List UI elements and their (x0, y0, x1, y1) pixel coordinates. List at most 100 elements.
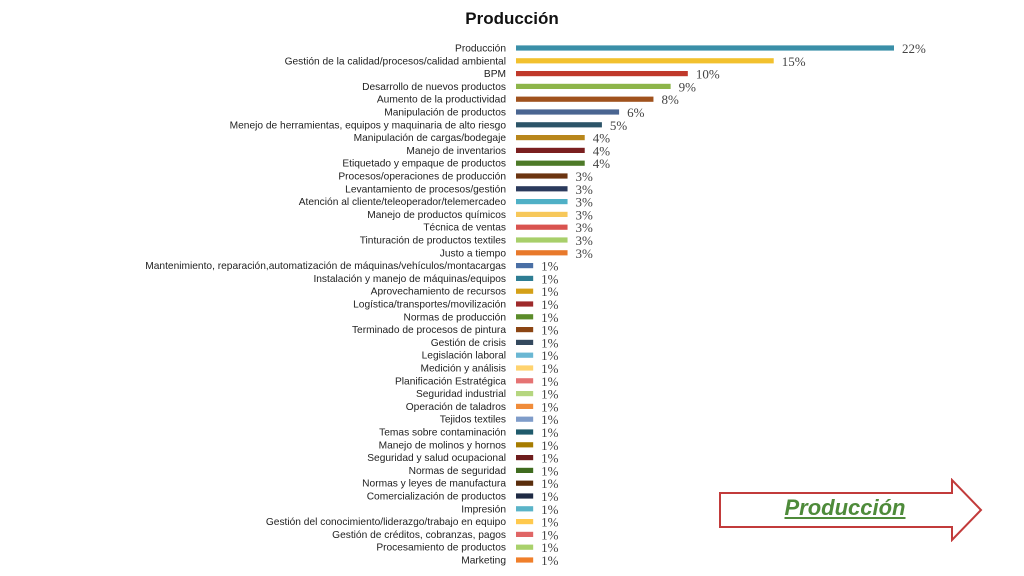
category-label: Procesamiento de productos (376, 543, 506, 554)
category-label: Seguridad y salud ocupacional (367, 453, 506, 464)
data-label: 1% (541, 515, 559, 530)
data-label: 1% (541, 451, 559, 466)
category-label: Desarrollo de nuevos productos (362, 82, 506, 93)
data-label: 1% (541, 348, 559, 363)
category-label: Impresión (461, 504, 506, 515)
category-label: Manipulación de cargas/bodegaje (354, 133, 507, 144)
data-label: 3% (576, 207, 594, 222)
category-label: Legislación laboral (422, 351, 506, 362)
category-label: Mantenimiento, reparación,automatización… (145, 261, 506, 272)
data-label: 1% (541, 297, 559, 312)
data-label: 1% (541, 374, 559, 389)
data-label: 1% (541, 527, 559, 542)
data-label: 3% (576, 195, 594, 210)
bar (516, 237, 568, 243)
bar (516, 288, 534, 294)
category-label: Menejo de herramientas, equipos y maquin… (230, 120, 507, 131)
bar (516, 429, 534, 435)
bar (516, 416, 534, 422)
bar (516, 403, 534, 409)
bar (516, 339, 534, 345)
category-label: Tinturación de productos textiles (360, 236, 506, 247)
bar (516, 506, 534, 512)
category-label: Manejo de inventarios (406, 146, 506, 157)
data-label: 9% (679, 79, 697, 94)
data-label: 1% (541, 438, 559, 453)
nav-arrow-shape[interactable] (718, 478, 984, 542)
chart-title: Producción (465, 9, 559, 28)
data-label: 5% (610, 118, 628, 133)
bar (516, 160, 585, 166)
bar (516, 314, 534, 320)
data-label: 1% (541, 553, 559, 568)
data-label: 4% (593, 156, 611, 171)
category-label: Gestión de crisis (431, 338, 506, 349)
bar (516, 557, 534, 563)
category-label: Gestión de la calidad/procesos/calidad a… (285, 56, 506, 67)
data-label: 1% (541, 425, 559, 440)
data-label: 3% (576, 246, 594, 261)
category-label: Producción (455, 44, 506, 55)
category-label: Temas sobre contaminación (379, 428, 506, 439)
data-label: 1% (541, 412, 559, 427)
bar (516, 96, 654, 102)
category-label: Manipulación de productos (384, 108, 506, 119)
data-label: 1% (541, 335, 559, 350)
data-label: 8% (661, 92, 679, 107)
data-label: 3% (576, 220, 594, 235)
data-label: 1% (541, 259, 559, 274)
category-label: Etiquetado y empaque de productos (342, 159, 506, 170)
category-label: Atención al cliente/teleoperador/telemer… (299, 197, 507, 208)
data-label: 1% (541, 502, 559, 517)
bar (516, 301, 534, 307)
data-label: 1% (541, 361, 559, 376)
data-label: 4% (593, 143, 611, 158)
category-label: Normas de producción (404, 312, 507, 323)
data-label: 6% (627, 105, 645, 120)
bar (516, 45, 894, 51)
category-label: Levantamiento de procesos/gestión (345, 184, 506, 195)
category-label: Normas de seguridad (409, 466, 507, 477)
bar (516, 275, 534, 281)
category-label: Técnica de ventas (423, 223, 506, 234)
bar (516, 327, 534, 333)
bar (516, 493, 534, 499)
data-label: 1% (541, 476, 559, 491)
bar (516, 467, 534, 473)
category-label: Terminado de procesos de pintura (352, 325, 506, 336)
category-label: Seguridad industrial (416, 389, 506, 400)
bar (516, 173, 568, 179)
category-label: Manejo de molinos y hornos (379, 440, 506, 451)
category-label: Instalación y manejo de máquinas/equipos (313, 274, 506, 285)
bar (516, 186, 568, 192)
data-label: 1% (541, 310, 559, 325)
data-label: 1% (541, 323, 559, 338)
data-label: 15% (782, 54, 806, 69)
bar (516, 365, 534, 371)
category-label: Aumento de la productividad (377, 95, 506, 106)
bar (516, 455, 534, 461)
data-label: 22% (902, 41, 926, 56)
category-label: Aprovechamiento de recursos (371, 287, 506, 298)
bar (516, 211, 568, 217)
category-label: Logística/transportes/movilización (353, 300, 506, 311)
data-label: 4% (593, 131, 611, 146)
category-label: Tejidos textiles (440, 415, 506, 426)
bar (516, 58, 774, 64)
bar (516, 544, 534, 550)
bar (516, 135, 585, 141)
data-label: 1% (541, 489, 559, 504)
category-label: Medición y análisis (421, 364, 507, 375)
bar (516, 519, 534, 525)
bar (516, 480, 534, 486)
bar (516, 263, 534, 269)
data-label: 1% (541, 271, 559, 286)
category-label: Marketing (461, 556, 506, 567)
bar (516, 352, 534, 358)
nav-button-label[interactable]: Producción (784, 495, 906, 520)
bar (516, 147, 585, 153)
category-label: Procesos/operaciones de producción (338, 172, 506, 183)
category-label: Planificación Estratégica (395, 376, 506, 387)
bar (516, 224, 568, 230)
